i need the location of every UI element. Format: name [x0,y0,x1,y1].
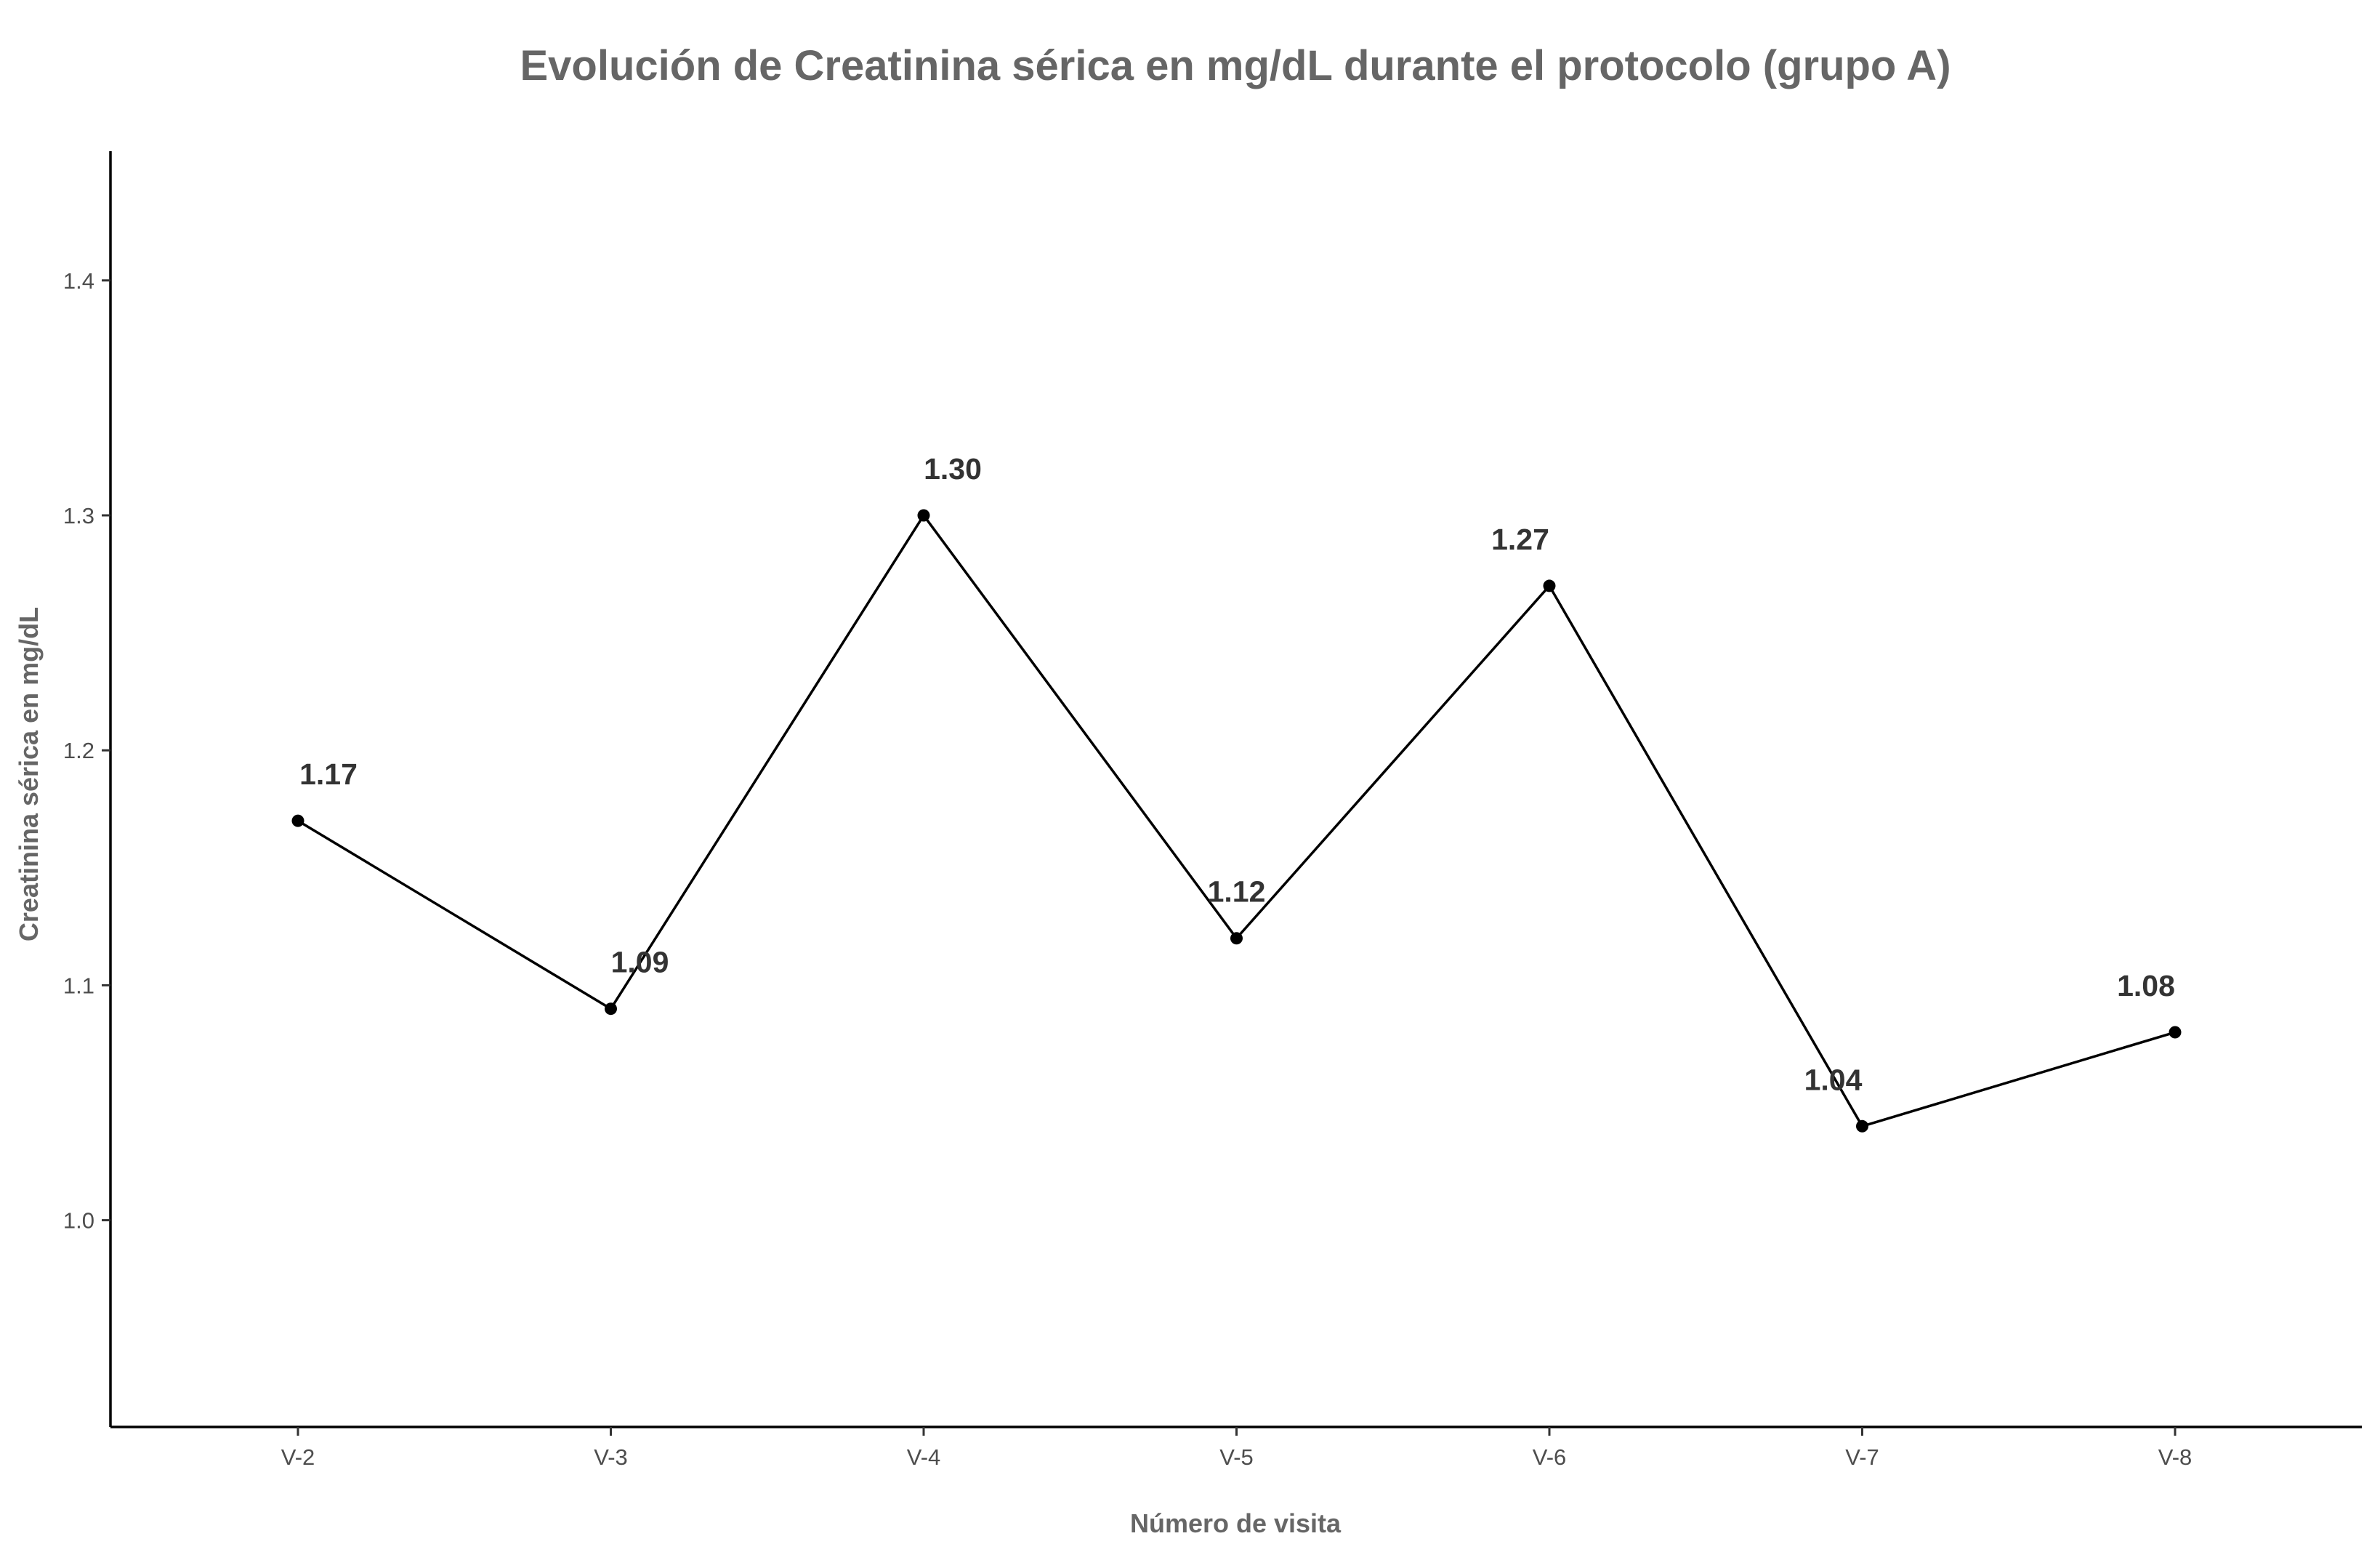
data-label: 1.08 [2117,969,2175,1002]
y-tick-label: 1.0 [63,1208,94,1234]
x-tick-label: V-4 [907,1444,941,1470]
y-tick-label: 1.3 [63,503,94,528]
y-tick-label: 1.2 [63,738,94,763]
data-point [917,509,930,522]
data-label: 1.12 [1208,875,1266,909]
y-tick-label: 1.4 [63,268,94,294]
data-label: 1.27 [1491,523,1549,556]
x-tick-label: V-8 [2158,1444,2193,1470]
data-point [1856,1119,1868,1133]
data-label: 1.17 [299,757,358,791]
y-tick-label: 1.1 [63,973,94,998]
series-line [297,514,2176,1128]
data-point [1230,932,1243,945]
data-point [2169,1026,2182,1039]
data-label: 1.09 [611,946,669,979]
x-tick-label: V-6 [1533,1444,1567,1470]
data-point [1543,579,1556,592]
data-point [291,814,304,827]
chart-title: Evolución de Creatinina sérica en mg/dL … [520,42,1951,89]
plot-area: 1.0 1.1 1.2 1.3 1.4 V-2 V-3 V-4 V-5 V-6 V-7 V-8 1.17… [63,151,2362,1470]
data-point [605,1002,617,1016]
data-label: 1.30 [924,452,982,486]
x-axis-title: Número de visita [1130,1508,1342,1538]
y-axis-title: Creatinina sérica en mg/dL [14,607,44,941]
data-label: 1.04 [1804,1063,1863,1096]
x-tick-label: V-2 [281,1444,315,1470]
x-tick-label: V-7 [1845,1444,1879,1470]
x-tick-label: V-3 [594,1444,628,1470]
x-tick-label: V-5 [1219,1444,1254,1470]
